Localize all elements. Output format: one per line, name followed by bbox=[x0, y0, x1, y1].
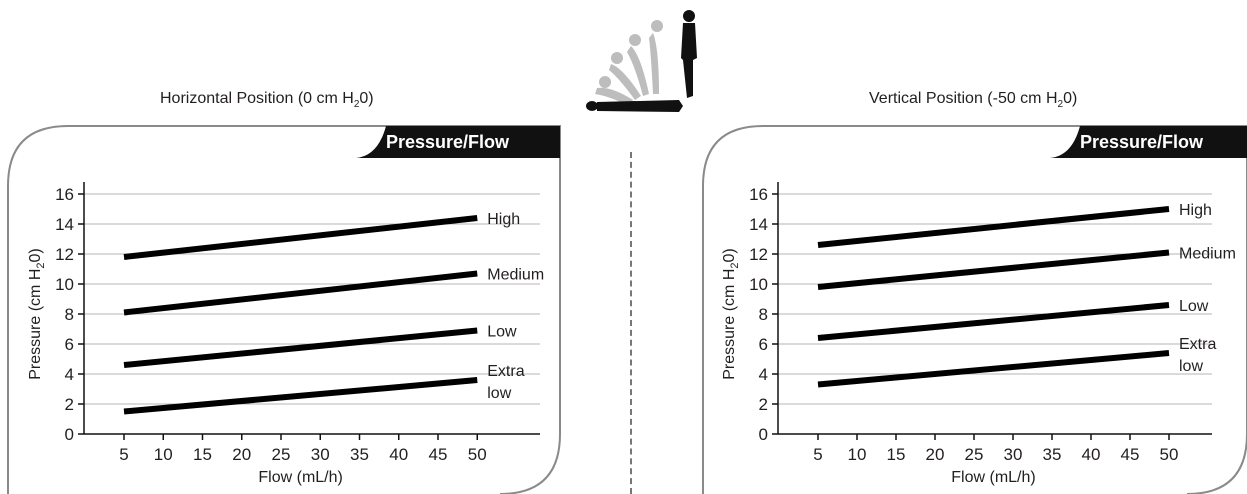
series-line-low bbox=[123, 327, 478, 368]
x-tick-label: 15 bbox=[887, 445, 906, 464]
series-label: Medium bbox=[1179, 246, 1236, 263]
panel-divider bbox=[630, 152, 632, 494]
series-label: Medium bbox=[487, 267, 544, 284]
y-tick-label: 4 bbox=[65, 365, 74, 384]
y-tick-label: 14 bbox=[749, 215, 768, 234]
series-line-medium bbox=[817, 249, 1170, 290]
y-tick-label: 8 bbox=[759, 305, 768, 324]
body-position-icon bbox=[586, 10, 697, 112]
series-line-low bbox=[817, 302, 1170, 341]
caption-subscript: 2 bbox=[1057, 99, 1064, 111]
caption-subscript: 2 bbox=[353, 99, 360, 111]
x-tick-label: 40 bbox=[1082, 445, 1101, 464]
series-line-high bbox=[123, 215, 478, 260]
caption-text-end: 0) bbox=[1063, 90, 1078, 107]
series-label: low bbox=[487, 385, 511, 402]
x-tick-label: 45 bbox=[429, 445, 448, 464]
y-tick-label: 6 bbox=[759, 335, 768, 354]
x-tick-label: 45 bbox=[1121, 445, 1140, 464]
panel-frame bbox=[7, 125, 561, 494]
series-label: High bbox=[487, 211, 520, 228]
y-tick-label: 2 bbox=[759, 395, 768, 414]
y-tick-label: 4 bbox=[759, 365, 768, 384]
series-line-medium bbox=[123, 270, 478, 316]
y-tick-label: 0 bbox=[65, 425, 74, 444]
x-tick-label: 50 bbox=[1160, 445, 1179, 464]
x-tick-label: 50 bbox=[468, 445, 487, 464]
x-tick-label: 25 bbox=[965, 445, 984, 464]
panel-tab bbox=[1050, 126, 1247, 158]
series-label: low bbox=[1179, 358, 1203, 375]
x-tick-label: 15 bbox=[193, 445, 212, 464]
x-tick-label: 5 bbox=[119, 445, 128, 464]
x-tick-label: 30 bbox=[311, 445, 330, 464]
vertical-position-caption: Vertical Position (-50 cm H20) bbox=[869, 90, 1077, 110]
series-label: Extra bbox=[487, 363, 524, 380]
y-tick-label: 0 bbox=[759, 425, 768, 444]
y-tick-label: 12 bbox=[749, 245, 768, 264]
x-tick-label: 20 bbox=[926, 445, 945, 464]
series-line-high bbox=[817, 206, 1170, 248]
y-tick-label: 2 bbox=[65, 395, 74, 414]
x-tick-label: 10 bbox=[848, 445, 867, 464]
panel-tab bbox=[356, 126, 560, 158]
series-label: High bbox=[1179, 202, 1212, 219]
y-tick-label: 8 bbox=[65, 305, 74, 324]
y-tick-label: 12 bbox=[55, 245, 74, 264]
series-line-extra-low bbox=[817, 350, 1170, 388]
caption-text: Vertical Position (-50 cm H bbox=[869, 90, 1058, 107]
y-tick-label: 10 bbox=[55, 275, 74, 294]
caption-text-end: 0) bbox=[359, 90, 374, 107]
series-label: Low bbox=[487, 324, 517, 341]
x-tick-label: 5 bbox=[813, 445, 822, 464]
panel-tab-label: Pressure/Flow bbox=[386, 132, 510, 152]
x-tick-label: 10 bbox=[154, 445, 173, 464]
x-tick-label: 25 bbox=[272, 445, 291, 464]
x-tick-label: 30 bbox=[1004, 445, 1023, 464]
series-label: Low bbox=[1179, 298, 1209, 315]
series-line-extra-low bbox=[123, 377, 478, 415]
panel-frame bbox=[702, 125, 1247, 494]
horizontal-position-caption: Horizontal Position (0 cm H20) bbox=[160, 90, 374, 110]
x-tick-label: 35 bbox=[350, 445, 369, 464]
x-axis-label: Flow (mL/h) bbox=[951, 469, 1035, 486]
y-tick-label: 6 bbox=[65, 335, 74, 354]
x-tick-label: 40 bbox=[389, 445, 408, 464]
x-axis-label: Flow (mL/h) bbox=[258, 469, 342, 486]
y-tick-label: 14 bbox=[55, 215, 74, 234]
y-tick-label: 16 bbox=[749, 185, 768, 204]
caption-text: Horizontal Position (0 cm H bbox=[160, 90, 354, 107]
y-axis-label: Pressure (cm H20) bbox=[27, 248, 47, 379]
series-label: Extra bbox=[1179, 336, 1216, 353]
x-tick-label: 20 bbox=[232, 445, 251, 464]
x-tick-label: 35 bbox=[1043, 445, 1062, 464]
y-axis-label: Pressure (cm H20) bbox=[721, 248, 741, 379]
y-tick-label: 10 bbox=[749, 275, 768, 294]
panel-tab-label: Pressure/Flow bbox=[1080, 132, 1204, 152]
y-tick-label: 16 bbox=[55, 185, 74, 204]
